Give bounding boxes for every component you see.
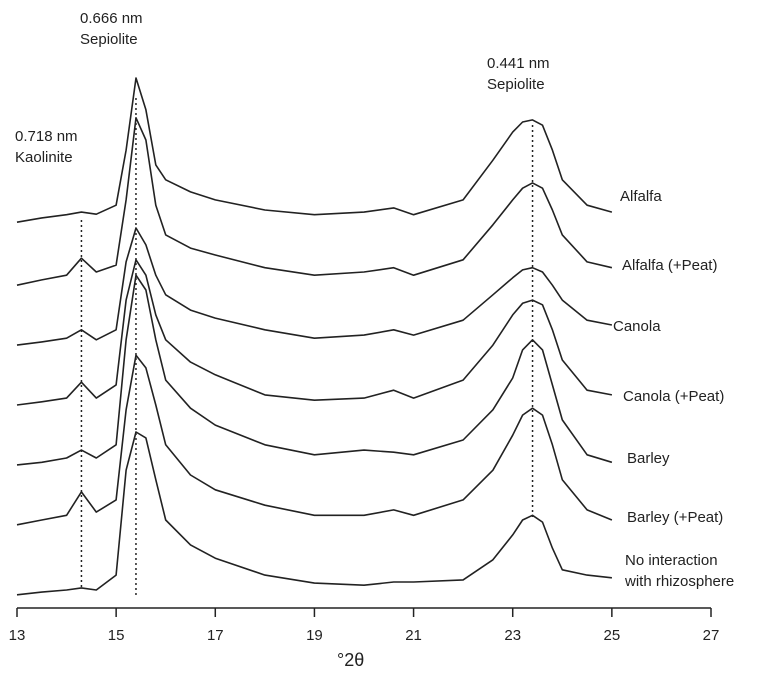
- line: [16, 117, 613, 286]
- x-tick-label: 25: [604, 627, 621, 644]
- x-tick-label: 23: [504, 627, 521, 644]
- line: [16, 354, 613, 526]
- series-label: Alfalfa: [620, 188, 662, 205]
- series-label: No interaction with rhizosphere: [625, 552, 735, 590]
- series-label: Barley (+Peat): [627, 509, 724, 526]
- line: [16, 431, 612, 596]
- annotation: 0.666 nm Sepiolite: [80, 10, 143, 48]
- line: [16, 77, 613, 223]
- line: [16, 274, 613, 466]
- x-tick-label: 17: [207, 627, 224, 644]
- series-label: Canola: [613, 318, 661, 335]
- series-label: Alfalfa (+Peat): [622, 257, 718, 274]
- x-tick-label: 21: [405, 627, 422, 644]
- x-tick-label: 15: [108, 627, 125, 644]
- x-tick-label: 19: [306, 627, 323, 644]
- series-label: Canola (+Peat): [623, 388, 725, 405]
- x-tick-label: 13: [9, 627, 26, 644]
- annotation: 0.718 nm Kaolinite: [15, 128, 78, 166]
- series-label: Barley: [627, 450, 670, 467]
- x-tick-label: 27: [703, 627, 720, 644]
- annotation: 0.441 nm Sepiolite: [487, 55, 550, 93]
- x-axis-label: °2θ: [337, 650, 365, 670]
- line: [16, 227, 613, 346]
- line: [16, 259, 613, 406]
